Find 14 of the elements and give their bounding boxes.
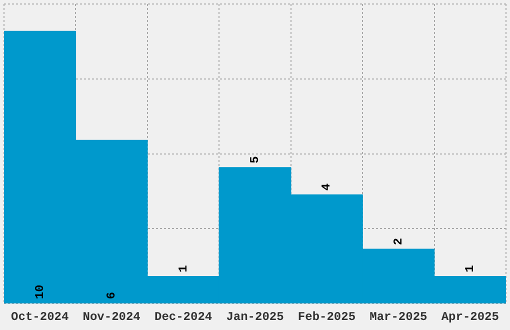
x-tick-label: Jan-2025 [226, 310, 284, 324]
x-tick-label: Mar-2025 [370, 310, 428, 324]
x-tick-label: Oct-2024 [11, 310, 69, 324]
data-label: 10 [32, 284, 47, 300]
data-label: 1 [463, 265, 478, 272]
x-tick-label: Apr-2025 [441, 310, 499, 324]
data-label: 6 [104, 292, 119, 300]
data-label: 4 [320, 183, 334, 191]
x-tick-label: Nov-2024 [82, 310, 140, 324]
x-tick-label: Feb-2025 [298, 310, 356, 324]
data-label: 2 [391, 238, 406, 246]
x-tick-label: Dec-2024 [154, 310, 212, 324]
data-label: 1 [176, 265, 190, 272]
data-label: 5 [248, 156, 262, 164]
